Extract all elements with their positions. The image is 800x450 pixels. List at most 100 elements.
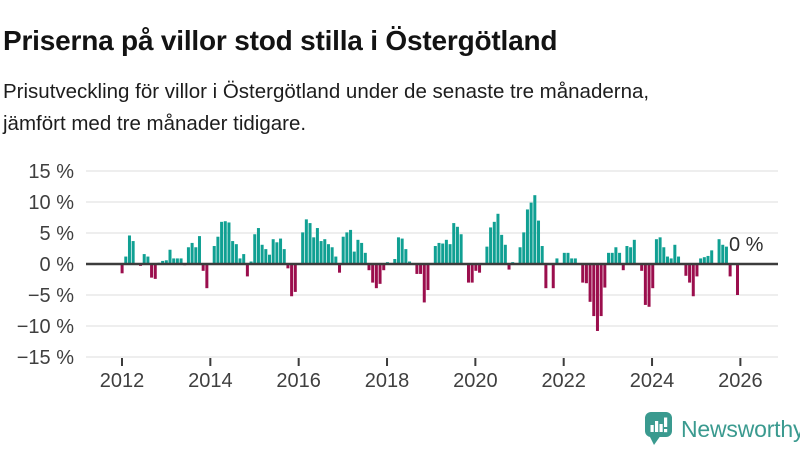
price-bar — [695, 264, 699, 277]
price-bar — [592, 264, 596, 317]
price-bar — [301, 232, 305, 264]
price-bar — [507, 264, 511, 270]
price-bar — [629, 247, 633, 264]
price-bar — [551, 264, 555, 289]
subtitle-line-2: jämfört med tre månader tidigare. — [3, 112, 307, 135]
newsworthy-logo: Newsworthy — [644, 410, 800, 448]
price-bar — [595, 264, 599, 331]
price-bar — [492, 221, 496, 264]
price-bar — [422, 264, 426, 303]
price-bar — [651, 264, 655, 289]
price-bar — [684, 264, 688, 276]
x-axis-tick-label: 2016 — [276, 370, 321, 392]
price-bar — [433, 246, 437, 264]
price-bar — [699, 258, 703, 264]
price-bar — [124, 256, 128, 264]
price-bar — [186, 247, 190, 264]
price-bar — [448, 244, 452, 264]
price-bar — [603, 264, 607, 288]
price-bar — [131, 241, 135, 264]
price-bar — [260, 244, 264, 264]
price-bar — [607, 252, 611, 264]
price-bar — [618, 252, 622, 264]
price-bar — [396, 237, 400, 264]
price-bar — [253, 234, 257, 264]
price-bar — [455, 226, 459, 264]
price-bar — [584, 264, 588, 284]
price-bar — [268, 254, 271, 264]
price-bar — [647, 264, 651, 307]
price-bar — [452, 223, 456, 264]
x-axis-tick-label: 2020 — [453, 370, 498, 392]
price-bar — [378, 264, 382, 284]
price-bar — [610, 252, 614, 264]
price-bar — [669, 258, 673, 264]
price-bar — [352, 251, 356, 264]
price-bar — [197, 236, 201, 264]
price-bar — [360, 242, 364, 264]
price-bar — [120, 264, 124, 274]
price-bar — [142, 254, 146, 264]
price-bar — [371, 264, 375, 283]
price-bar — [544, 264, 548, 289]
price-bar — [710, 250, 714, 264]
x-axis-tick-label: 2018 — [365, 370, 410, 392]
price-bar — [382, 264, 386, 271]
y-axis-tick-label: 15 % — [28, 161, 74, 183]
price-bar — [721, 244, 725, 264]
y-axis-tick-label: 10 % — [28, 192, 74, 214]
price-bar — [599, 264, 603, 317]
price-bar — [223, 221, 227, 264]
price-bar — [735, 264, 739, 295]
price-bar — [625, 246, 629, 264]
logo-bar-chart-glyph — [650, 417, 668, 433]
price-bar — [706, 255, 710, 264]
price-bar — [489, 227, 493, 264]
price-bar — [400, 238, 404, 264]
price-bar — [581, 264, 585, 283]
price-bar — [496, 213, 500, 264]
price-bar — [175, 258, 179, 264]
price-bar — [503, 244, 507, 264]
price-bar — [724, 246, 728, 264]
newsworthy-logo-text: Newsworthy — [681, 415, 800, 442]
price-bar — [315, 228, 319, 264]
price-bar — [146, 256, 150, 264]
price-bar — [500, 234, 504, 264]
price-bar — [588, 264, 592, 302]
price-bar — [415, 264, 419, 274]
price-bar — [717, 239, 721, 264]
x-axis-tick-label: 2012 — [100, 370, 145, 392]
price-bar — [153, 264, 157, 279]
price-bar — [231, 241, 235, 264]
price-bar — [245, 264, 249, 277]
price-bar — [444, 239, 448, 264]
price-bar — [540, 246, 544, 264]
price-bar — [522, 232, 526, 264]
price-bar — [419, 264, 423, 274]
price-bar — [466, 264, 470, 283]
price-bar — [525, 209, 529, 264]
price-bar — [172, 258, 176, 264]
chart-subtitle: Prisutveckling för villor i Östergötland… — [3, 76, 793, 140]
price-bar — [702, 257, 706, 264]
price-bar — [356, 239, 360, 264]
price-bar — [728, 264, 732, 277]
y-axis-tick-label: −15 % — [17, 347, 74, 369]
price-bar — [319, 241, 323, 264]
price-bar — [330, 247, 334, 264]
price-bar — [688, 264, 692, 283]
newsworthy-logo-icon — [645, 412, 672, 445]
price-bar — [304, 219, 308, 264]
price-bar — [308, 223, 312, 264]
y-axis-tick-label: −5 % — [28, 285, 74, 307]
price-bar — [566, 252, 570, 264]
subtitle-line-1: Prisutveckling för villor i Östergötland… — [3, 80, 650, 103]
x-axis-tick-label: 2014 — [188, 370, 233, 392]
price-bar — [573, 258, 577, 264]
price-bar — [256, 228, 260, 264]
price-bar — [345, 232, 349, 264]
price-bar — [205, 264, 209, 289]
latest-value-annotation: 0 % — [729, 234, 764, 256]
price-bar — [271, 239, 275, 264]
